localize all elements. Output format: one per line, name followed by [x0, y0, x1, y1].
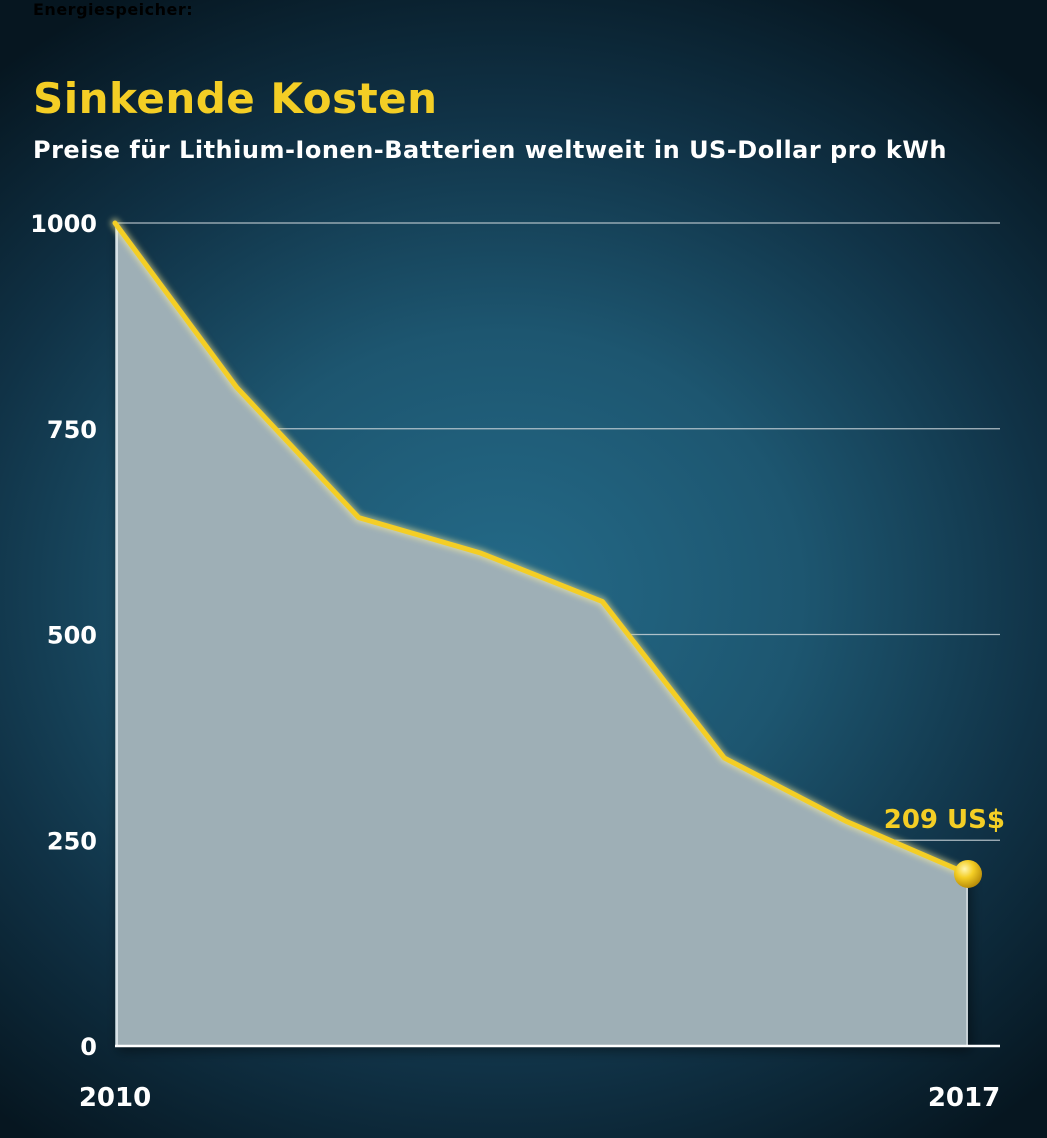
y-tick-label-0: 0 [80, 1033, 97, 1061]
chart-title: Sinkende Kosten [33, 74, 438, 123]
data-label-2017: 209 US$ [884, 805, 1005, 835]
area-layer [115, 223, 968, 1046]
chart-subtitle: Preise für Lithium-Ionen-Batterien weltw… [33, 136, 947, 164]
line-layer [110, 218, 982, 888]
area-fill [115, 223, 968, 1046]
y-tick-label-500: 500 [47, 622, 97, 650]
y-tick-label-250: 250 [47, 827, 97, 855]
x-tick-label-end: 2017 [928, 1083, 1000, 1113]
series-line [112, 220, 971, 877]
x-tick-label-start: 2010 [79, 1083, 151, 1113]
data-point-2017 [954, 859, 982, 888]
y-tick-label-1000: 1000 [30, 210, 97, 238]
chart-kicker: Energiespeicher: [33, 0, 194, 19]
y-tick-label-750: 750 [47, 416, 97, 444]
label-layer: 0 250 500 750 1000 2010 2017 209 US$ [30, 210, 1005, 1113]
